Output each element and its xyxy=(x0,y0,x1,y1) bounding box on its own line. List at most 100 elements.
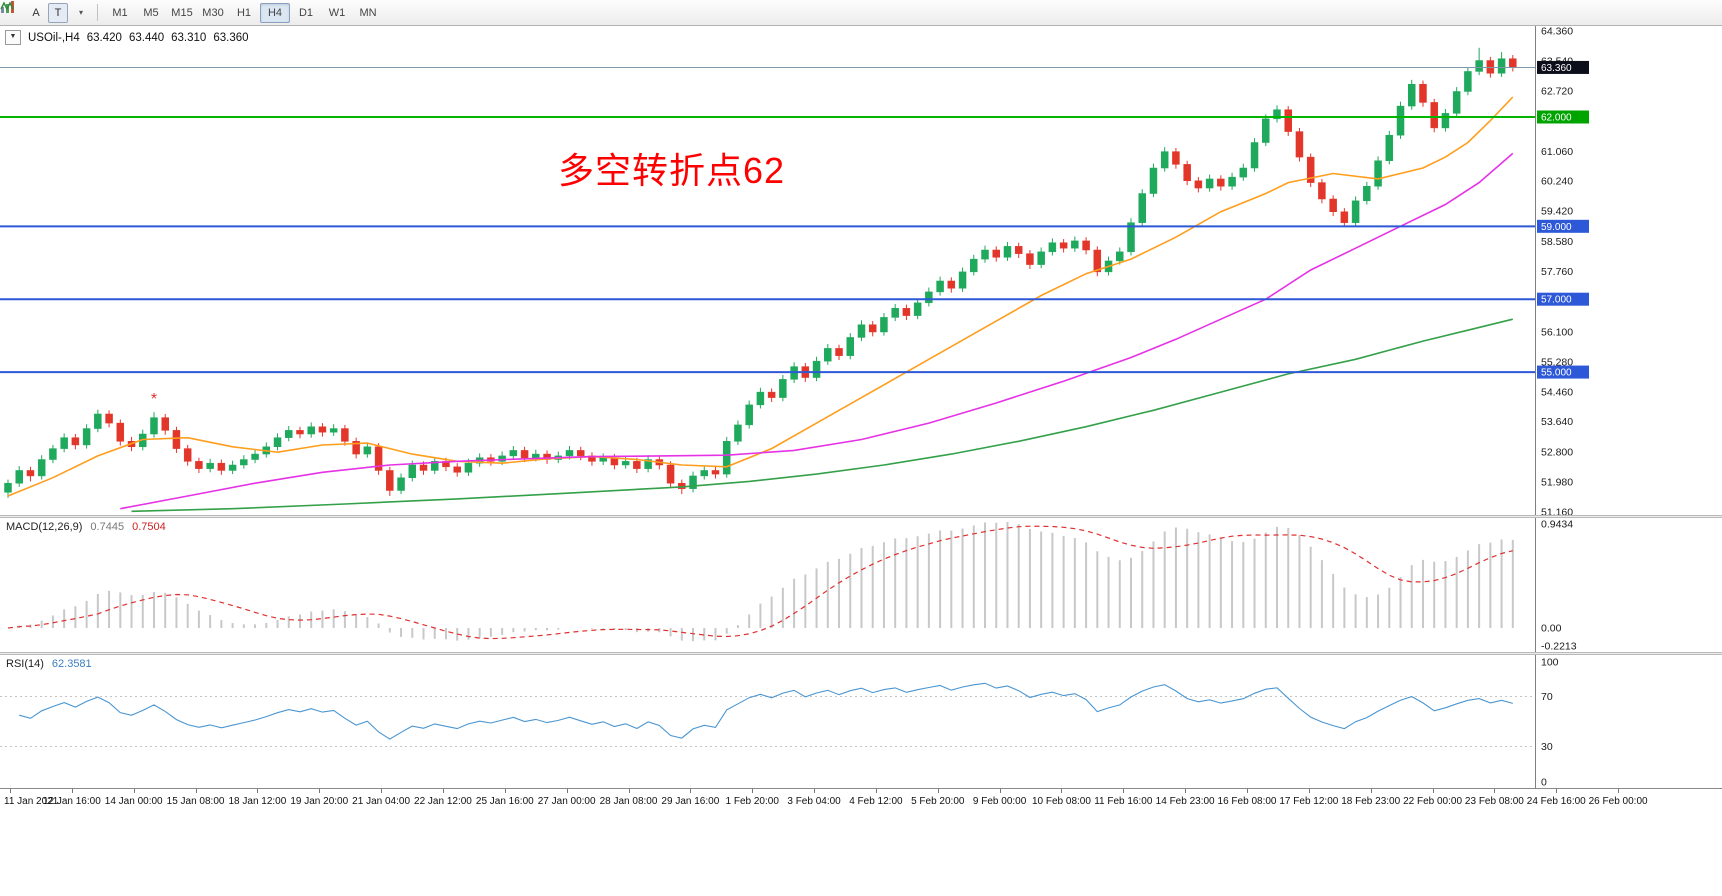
time-tick xyxy=(566,789,568,793)
rsi-line xyxy=(19,682,1513,740)
time-tick xyxy=(999,789,1001,793)
svg-text:55.280: 55.280 xyxy=(1541,356,1573,368)
time-axis[interactable]: 11 Jan 2021 12 Jan 16:00 14 Jan 00:00 15 Ja… xyxy=(0,788,1722,813)
macd-pane[interactable]: 0.9434 0.00 -0.2213 MACD(12,26,9) 0.7445 0… xyxy=(0,518,1722,652)
time-tick xyxy=(319,789,321,793)
time-label: 4 Feb 12:00 xyxy=(849,796,903,807)
price-axis: 64.36063.54062.72061.06060.24059.42058.5… xyxy=(1535,26,1589,516)
time-tick xyxy=(257,789,259,793)
time-label: 19 Jan 20:00 xyxy=(290,796,349,807)
timeframe-button-M15[interactable]: M15 xyxy=(167,3,197,23)
time-label: 28 Jan 08:00 xyxy=(599,796,658,807)
svg-text:52.800: 52.800 xyxy=(1541,447,1573,459)
svg-text:0.9434: 0.9434 xyxy=(1541,519,1573,531)
time-tick xyxy=(937,789,939,793)
one-click-trading-toggle[interactable]: ▼ xyxy=(5,30,21,45)
time-tick xyxy=(1247,789,1248,793)
ma-slow-green xyxy=(131,318,1513,513)
time-tick xyxy=(628,789,630,793)
toolbar: A T ▾ M1 M5 M15 M30 H1 H4 D1 W1 MN xyxy=(0,0,1722,26)
svg-text:0: 0 xyxy=(1541,777,1547,789)
pane-splitter[interactable] xyxy=(0,652,1722,655)
time-label: 12 Jan 16:00 xyxy=(42,796,101,807)
macd-chart-svg[interactable]: 0.9434 0.00 -0.2213 xyxy=(0,518,1722,652)
candles-layer xyxy=(4,47,1517,498)
pane-splitter[interactable] xyxy=(0,515,1722,518)
price-pane[interactable]: *64.36063.54062.72061.06060.24059.42058.… xyxy=(0,26,1722,515)
time-tick xyxy=(1061,789,1063,793)
svg-text:53.640: 53.640 xyxy=(1541,416,1573,428)
moving-averages-layer xyxy=(7,96,1514,513)
price-badge xyxy=(1537,60,1589,74)
text-annotation-button[interactable]: A xyxy=(26,3,46,23)
time-tick xyxy=(1556,789,1558,793)
timeframe-button-D1[interactable]: D1 xyxy=(291,3,321,23)
time-label: 14 Feb 23:00 xyxy=(1155,796,1215,807)
time-tick xyxy=(814,789,816,793)
time-tick xyxy=(875,789,877,793)
time-label: 21 Jan 04:00 xyxy=(352,796,411,807)
svg-text:70: 70 xyxy=(1541,691,1553,703)
price-badge xyxy=(1537,219,1589,233)
price-chart-svg[interactable]: *64.36063.54062.72061.06060.24059.42058.… xyxy=(0,26,1722,515)
ohlc-low: 63.310 xyxy=(171,31,207,44)
time-label: 23 Feb 08:00 xyxy=(1464,796,1524,807)
svg-text:57.000: 57.000 xyxy=(1541,295,1572,306)
time-tick xyxy=(1308,789,1310,793)
svg-text:55.000: 55.000 xyxy=(1541,368,1572,379)
svg-text:30: 30 xyxy=(1541,741,1553,753)
time-label: 17 Feb 12:00 xyxy=(1279,796,1339,807)
macd-main-value: 0.7445 xyxy=(90,521,125,533)
time-tick xyxy=(1370,789,1372,793)
svg-text:61.060: 61.060 xyxy=(1541,146,1573,158)
text-annotation-label: A xyxy=(32,6,40,19)
svg-text:58.580: 58.580 xyxy=(1541,236,1573,248)
timeframe-button-M30[interactable]: M30 xyxy=(198,3,228,23)
macd-label: MACD(12,26,9) xyxy=(6,521,83,533)
time-tick xyxy=(1618,789,1620,793)
template-label: T xyxy=(54,6,62,19)
time-tick xyxy=(195,789,197,793)
time-label: 18 Feb 23:00 xyxy=(1341,796,1401,807)
time-label: 25 Jan 16:00 xyxy=(475,796,534,807)
ohlc-high: 63.440 xyxy=(128,31,165,44)
timeframe-button-M1[interactable]: M1 xyxy=(105,3,135,23)
template-button[interactable]: T xyxy=(48,2,68,23)
line-studies-button[interactable]: ▾ xyxy=(0,1,90,23)
timeframe-button-H4[interactable]: H4 xyxy=(260,2,290,23)
timeframe-button-M5[interactable]: M5 xyxy=(136,3,166,23)
svg-text:51.980: 51.980 xyxy=(1541,477,1573,489)
timeframe-button-MN[interactable]: MN xyxy=(353,3,383,23)
rsi-pane[interactable]: 100 70 30 0 RSI(14) 62.3581 xyxy=(0,655,1722,788)
macd-histogram xyxy=(18,522,1514,642)
time-label: 9 Feb 00:00 xyxy=(972,796,1027,807)
svg-text:60.240: 60.240 xyxy=(1541,176,1573,188)
rsi-levels xyxy=(0,696,1535,747)
time-tick xyxy=(133,789,135,793)
timeframe-group: M1 M5 M15 M30 H1 H4 D1 W1 MN xyxy=(105,2,383,23)
rsi-axis: 100 70 30 0 xyxy=(1535,655,1559,789)
time-label: 24 Feb 16:00 xyxy=(1526,796,1586,807)
time-label: 10 Feb 08:00 xyxy=(1031,796,1091,807)
svg-text:62.720: 62.720 xyxy=(1541,85,1573,97)
time-tick xyxy=(752,789,754,793)
time-label: 16 Feb 08:00 xyxy=(1217,796,1277,807)
timeframe-button-H1[interactable]: H1 xyxy=(229,3,259,23)
timeframe-button-W1[interactable]: W1 xyxy=(322,3,352,23)
svg-text:0.00: 0.00 xyxy=(1541,623,1562,635)
svg-text:-0.2213: -0.2213 xyxy=(1541,641,1577,653)
rsi-chart-svg[interactable]: 100 70 30 0 xyxy=(0,655,1722,788)
time-label: 5 Feb 20:00 xyxy=(911,796,965,807)
symbol-bar: ▼ USOil-,H4 63.420 63.440 63.310 63.360 xyxy=(5,30,249,45)
svg-text:59.420: 59.420 xyxy=(1541,206,1573,218)
time-label: 11 Jan 2021 xyxy=(4,796,59,807)
svg-text:*: * xyxy=(151,391,157,408)
toolbar-separator xyxy=(97,4,98,21)
time-label: 1 Feb 20:00 xyxy=(725,796,779,807)
bottom-margin xyxy=(0,812,1722,896)
price-badge xyxy=(1537,110,1589,124)
rsi-value: 62.3581 xyxy=(51,658,92,670)
time-tick xyxy=(1432,789,1434,793)
svg-text:51.160: 51.160 xyxy=(1541,507,1573,516)
